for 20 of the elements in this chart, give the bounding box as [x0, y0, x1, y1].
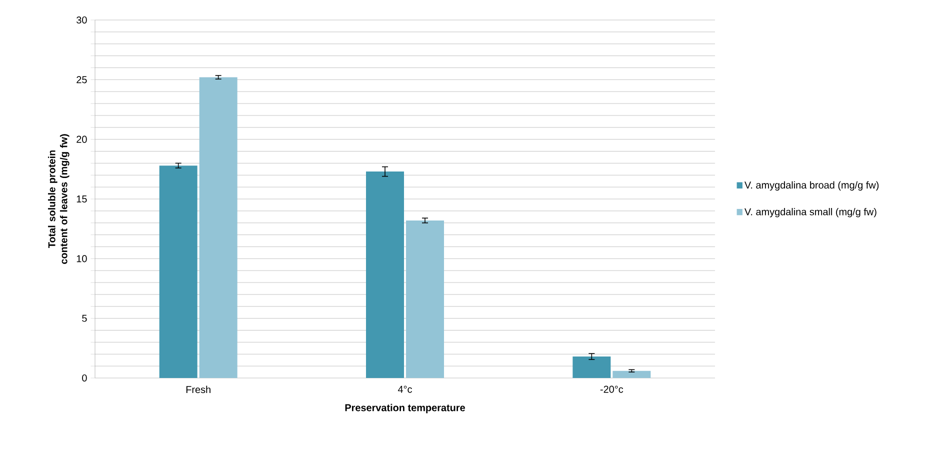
y-tick-label: 0 [82, 374, 87, 382]
x-tick-label: Fresh [186, 386, 210, 394]
bar [612, 370, 651, 378]
legend-label: V. amygdalina broad (mg/g fw) [744, 181, 879, 191]
y-tick-label: 25 [76, 76, 87, 84]
bar [159, 166, 198, 378]
x-tick-label: -20°c [600, 386, 624, 393]
legend-label: V. amygdalina small (mg/g fw) [744, 208, 876, 218]
y-axis-title: Total soluble protein content of leaves (mg/g fw) [48, 134, 70, 264]
bar [572, 356, 611, 378]
x-axis-title: Preservation temperature [345, 404, 465, 414]
y-tick-label: 15 [76, 196, 87, 202]
y-tick-label: 30 [76, 16, 87, 24]
bar [406, 220, 444, 378]
y-tick-label: 10 [76, 255, 87, 262]
y-tick-label: 5 [82, 314, 87, 322]
bar [366, 172, 404, 378]
bar [199, 77, 238, 378]
y-tick-label: 20 [76, 136, 87, 143]
x-tick-label: 4°c [398, 386, 412, 393]
